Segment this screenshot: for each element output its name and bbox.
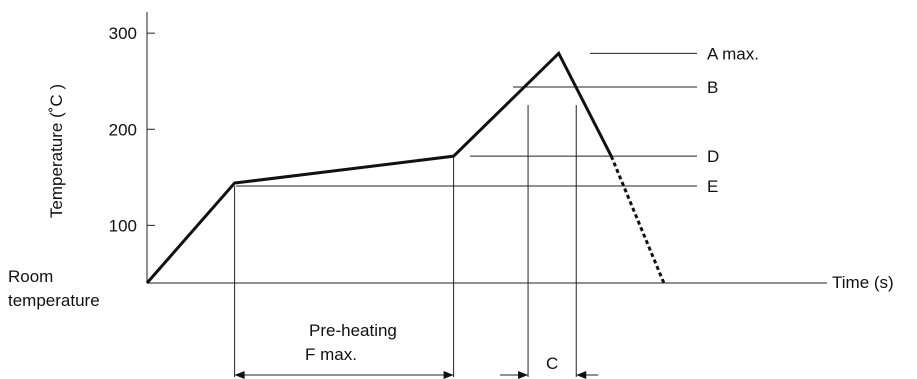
y-tick-label-300: 300: [109, 24, 137, 43]
preheat-label-line-1: Pre-heating: [309, 321, 397, 340]
reference-label-e: E: [707, 177, 718, 196]
profile-curve: [145, 50, 613, 284]
reference-label-d: D: [707, 147, 719, 166]
x-axis-label: Time (s): [832, 273, 894, 292]
profile-series: [145, 50, 666, 284]
chart-labels: Temperature (˚C ) Time (s) Room temperat…: [8, 44, 894, 373]
c-arrow-left: [518, 371, 529, 379]
c-arrow-right: [576, 371, 587, 379]
origin-label-line-2: temperature: [8, 291, 100, 310]
cooling-extension-dotted: [609, 155, 666, 284]
reference-label-amax: A max.: [707, 44, 759, 63]
guide-lines: [234, 52, 697, 379]
c-label: C: [546, 354, 558, 373]
axes: 100 200 300: [109, 12, 827, 284]
y-axis-label: Temperature (˚C ): [47, 84, 66, 218]
origin-label-line-1: Room: [8, 267, 53, 286]
preheat-arrow-right: [443, 371, 454, 379]
y-tick-label-200: 200: [109, 120, 137, 139]
y-tick-label-100: 100: [109, 216, 137, 235]
reference-label-b: B: [707, 78, 718, 97]
preheat-arrow-left: [234, 371, 245, 379]
preheat-label-line-2: F max.: [305, 345, 357, 364]
